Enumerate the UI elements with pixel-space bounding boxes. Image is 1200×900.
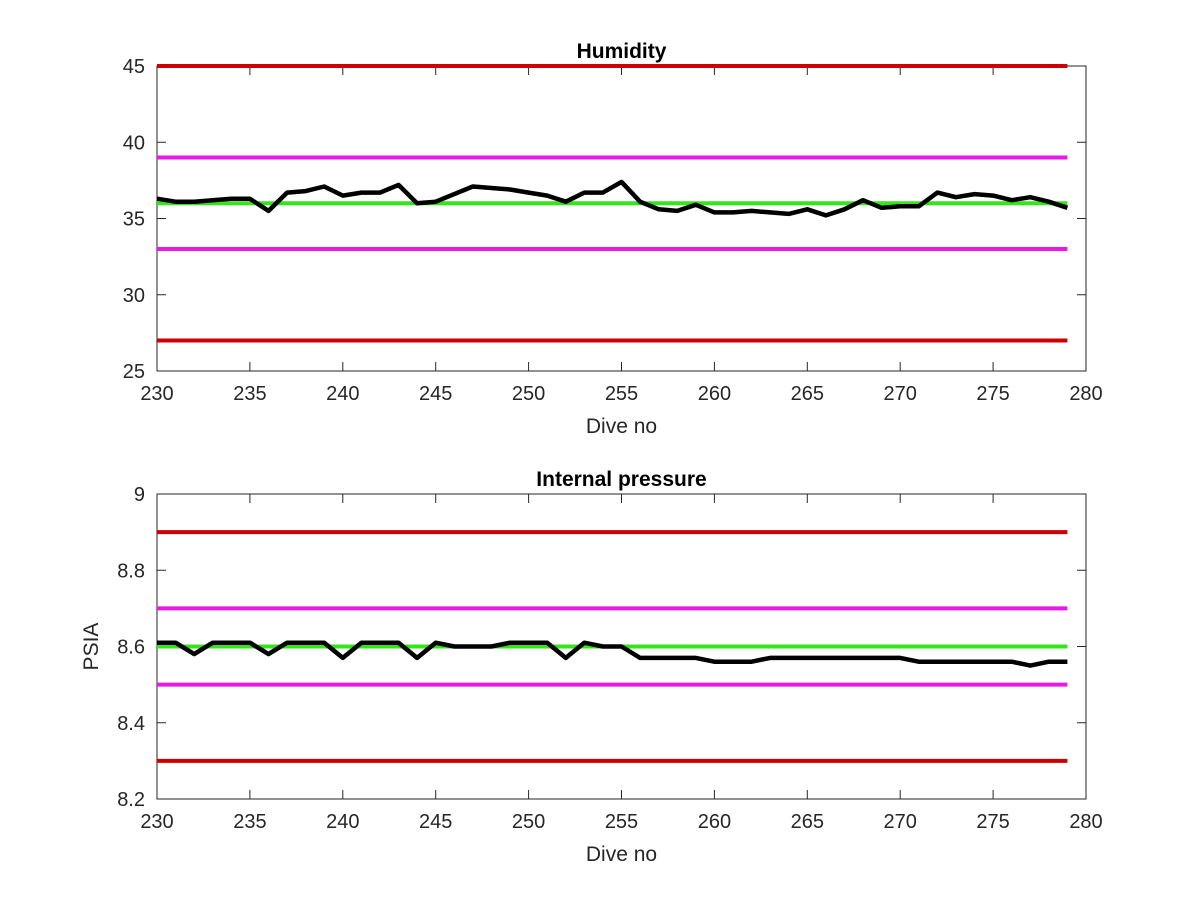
y-tick-label: 40 — [123, 132, 145, 154]
x-tick-label: 240 — [326, 811, 359, 833]
x-tick-label: 235 — [233, 383, 266, 405]
x-tick-label: 250 — [512, 811, 545, 833]
x-tick-label: 255 — [605, 383, 638, 405]
x-axis-label: Dive no — [586, 843, 657, 866]
x-tick-label: 275 — [976, 383, 1009, 405]
humidity-panel: 230 235 240 245 250 255 260 265 270 275 280 25 30 35 4… — [123, 40, 1103, 438]
y-tick-label: 25 — [123, 361, 145, 383]
x-tick-label: 260 — [698, 811, 731, 833]
x-tick-label: 275 — [976, 811, 1009, 833]
x-tick-label: 265 — [791, 811, 824, 833]
internal-pressure-panel: 230 235 240 245 250 255 260 265 270 275 280 8.2 8.4 8… — [80, 468, 1103, 866]
y-tick-label: 8.8 — [117, 560, 145, 582]
x-tick-label: 270 — [884, 383, 917, 405]
y-tick-label: 9 — [134, 484, 145, 506]
data-series-line — [156, 179, 1069, 218]
x-tick-label: 245 — [419, 383, 452, 405]
y-tick-label: 8.2 — [117, 789, 145, 811]
y-tick-label: 8.6 — [117, 637, 145, 659]
x-axis-label: Dive no — [586, 415, 657, 438]
chart-title: Internal pressure — [536, 468, 706, 491]
data-series-line — [157, 640, 1068, 668]
chart-title: Humidity — [577, 40, 667, 63]
y-tick-label: 45 — [123, 56, 145, 78]
x-tick-label: 240 — [326, 383, 359, 405]
x-tick-label: 255 — [605, 811, 638, 833]
x-tick-label: 260 — [698, 383, 731, 405]
x-tick-label: 250 — [512, 383, 545, 405]
x-tick-label: 230 — [140, 383, 173, 405]
x-tick-label: 230 — [140, 811, 173, 833]
x-tick-label: 245 — [419, 811, 452, 833]
y-tick-label: 8.4 — [117, 713, 145, 735]
y-axis-label: PSIA — [80, 623, 103, 671]
x-tick-label: 265 — [791, 383, 824, 405]
x-tick-label: 280 — [1069, 383, 1102, 405]
x-tick-label: 235 — [233, 811, 266, 833]
axes-box — [156, 65, 1087, 372]
y-tick-label: 30 — [123, 285, 145, 307]
x-tick-label: 280 — [1069, 811, 1102, 833]
x-tick-label: 270 — [884, 811, 917, 833]
y-tick-label: 35 — [123, 209, 145, 231]
